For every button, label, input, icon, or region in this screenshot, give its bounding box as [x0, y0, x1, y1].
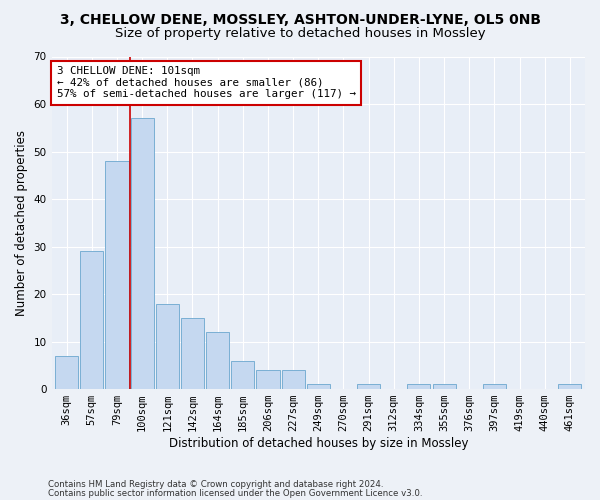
- Bar: [131, 118, 154, 389]
- Bar: [307, 384, 330, 389]
- Bar: [206, 332, 229, 389]
- Bar: [559, 384, 581, 389]
- Bar: [106, 161, 128, 389]
- Bar: [55, 356, 78, 389]
- Bar: [407, 384, 430, 389]
- Bar: [256, 370, 280, 389]
- Bar: [433, 384, 455, 389]
- Text: 3, CHELLOW DENE, MOSSLEY, ASHTON-UNDER-LYNE, OL5 0NB: 3, CHELLOW DENE, MOSSLEY, ASHTON-UNDER-L…: [59, 12, 541, 26]
- Bar: [156, 304, 179, 389]
- Y-axis label: Number of detached properties: Number of detached properties: [15, 130, 28, 316]
- Bar: [281, 370, 305, 389]
- Bar: [80, 252, 103, 389]
- Bar: [231, 360, 254, 389]
- Bar: [483, 384, 506, 389]
- Bar: [357, 384, 380, 389]
- Text: Size of property relative to detached houses in Mossley: Size of property relative to detached ho…: [115, 28, 485, 40]
- Text: Contains HM Land Registry data © Crown copyright and database right 2024.: Contains HM Land Registry data © Crown c…: [48, 480, 383, 489]
- Bar: [181, 318, 204, 389]
- Text: 3 CHELLOW DENE: 101sqm
← 42% of detached houses are smaller (86)
57% of semi-det: 3 CHELLOW DENE: 101sqm ← 42% of detached…: [56, 66, 356, 99]
- X-axis label: Distribution of detached houses by size in Mossley: Distribution of detached houses by size …: [169, 437, 468, 450]
- Text: Contains public sector information licensed under the Open Government Licence v3: Contains public sector information licen…: [48, 488, 422, 498]
